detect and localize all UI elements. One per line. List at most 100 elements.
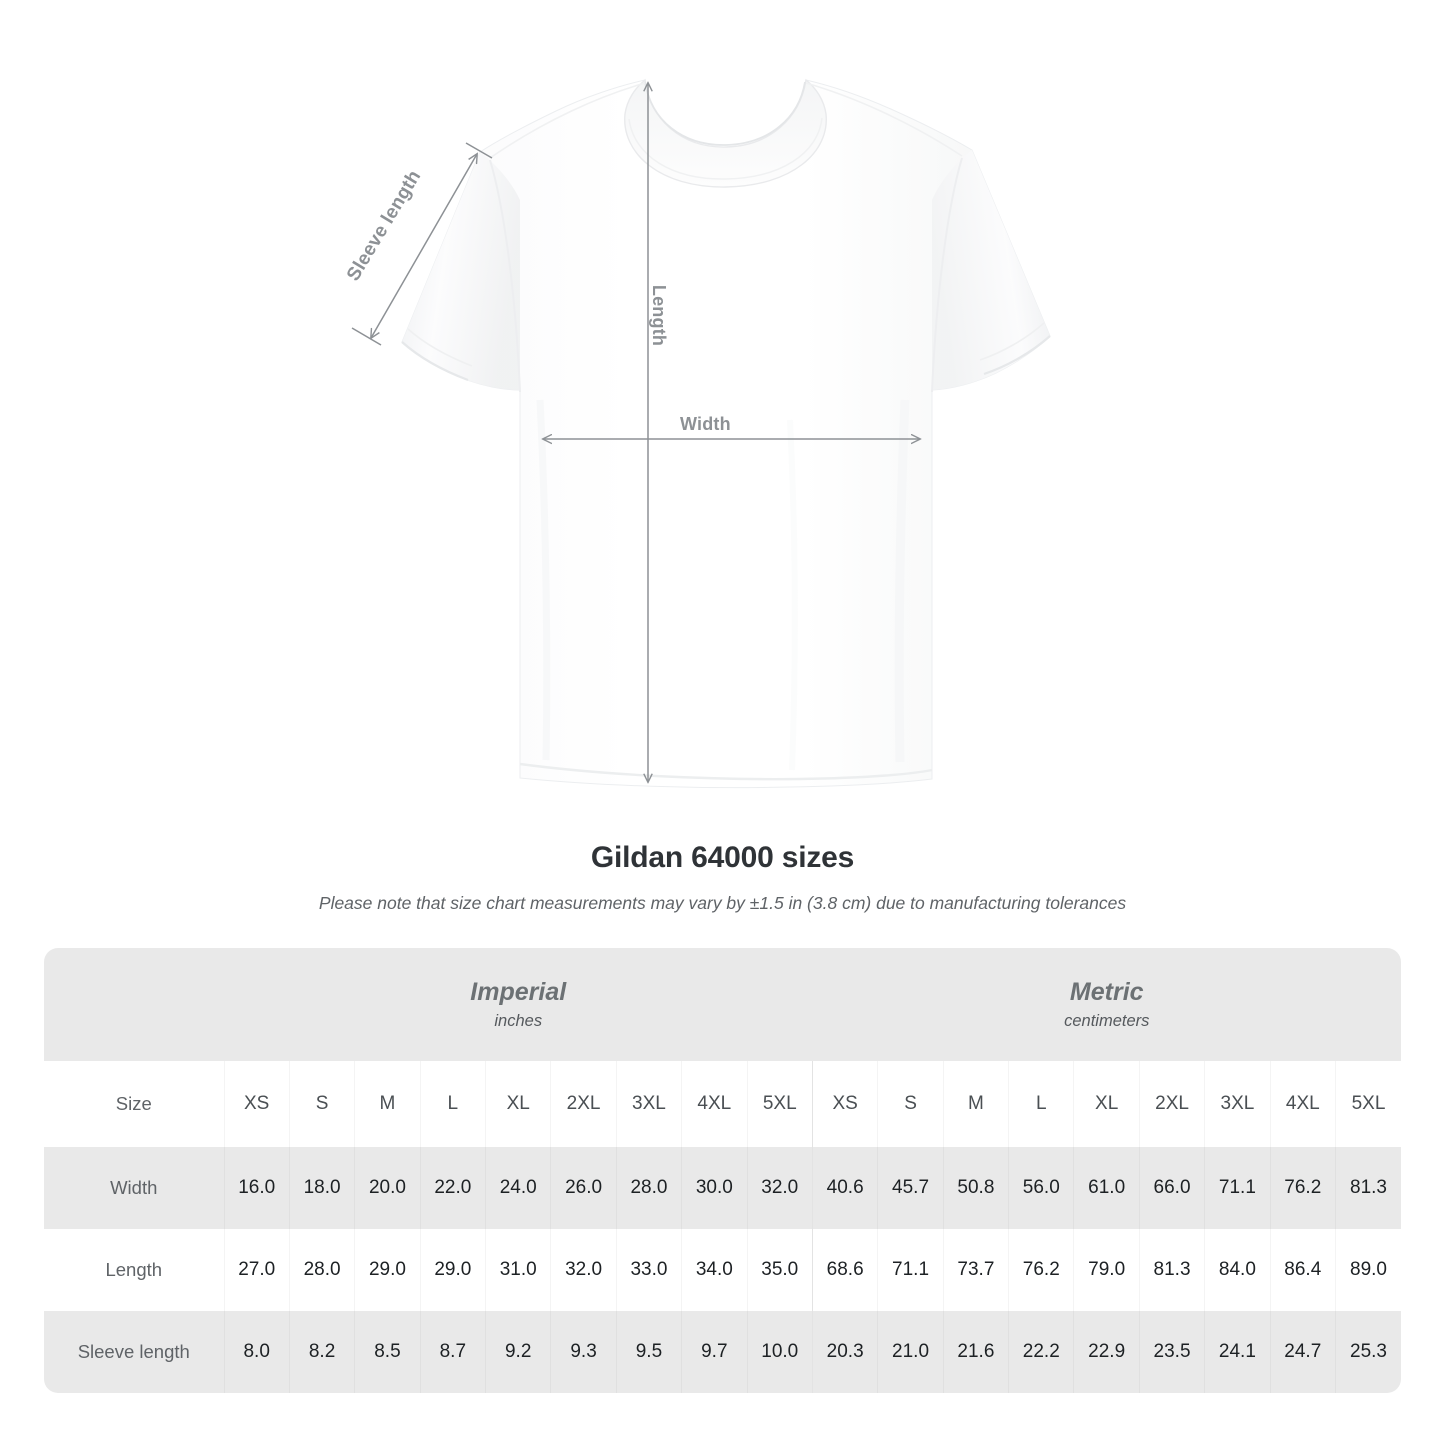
cell-length-metric-m: 73.7 [942,1229,1009,1311]
size-header-3xl-imperial: 3XL [615,1061,682,1147]
unit-banner-imperial: Imperial inches [224,948,813,1061]
unit-name: Metric [1069,977,1144,1006]
cell-width-imperial-xl: 24.0 [484,1147,551,1229]
bottom-hem [519,762,933,781]
cell-width-imperial-2xl: 26.0 [550,1147,617,1229]
cell-length-imperial-s: 28.0 [288,1229,355,1311]
table-row: Length 27.0 28.0 29.0 29.0 31.0 32.0 33.0 34.0 35… [44,1229,1401,1311]
cell-width-imperial-4xl: 30.0 [681,1147,747,1229]
cell-length-imperial-xl: 31.0 [484,1229,551,1311]
cell-width-imperial-3xl: 28.0 [615,1147,682,1229]
size-header-l-imperial: L [419,1061,486,1147]
cell-length-imperial-l: 29.0 [419,1229,486,1311]
cell-length-imperial-m: 29.0 [354,1229,421,1311]
sleeve-tick-bottom [351,327,382,346]
cell-sleeve-length-imperial-5xl: 10.0 [746,1311,813,1393]
cell-sleeve-length-metric-2xl: 23.5 [1138,1311,1205,1393]
table-row: Width 16.0 18.0 20.0 22.0 24.0 26.0 28.0 30.0 32.… [44,1147,1401,1229]
left-shoulder-seam [489,82,646,159]
collar-stitch [628,117,823,180]
unit-name: Imperial [470,977,567,1006]
size-header-xl-metric: XL [1073,1061,1140,1147]
cell-width-metric-xs: 40.6 [811,1147,878,1229]
body-fold-left [536,399,551,761]
cell-length-imperial-5xl: 35.0 [746,1229,813,1311]
cell-length-imperial-4xl: 34.0 [681,1229,747,1311]
unit-banner-spacer [44,948,224,1061]
size-header-m-imperial: M [354,1061,421,1147]
tolerance-note: Please note that size chart measurements… [318,893,1127,913]
cell-sleeve-length-metric-s: 21.0 [877,1311,944,1393]
cell-sleeve-length-metric-m: 21.6 [942,1311,1009,1393]
cell-width-metric-3xl: 71.1 [1204,1147,1271,1229]
size-header-l-metric: L [1008,1061,1074,1147]
collar-outer [624,78,827,188]
size-header-2xl-metric: 2XL [1138,1061,1205,1147]
cell-width-imperial-l: 22.0 [419,1147,486,1229]
row-label-sleeve-length: Sleeve length [44,1311,224,1393]
size-header-s-imperial: S [288,1061,355,1147]
cell-sleeve-length-imperial-m: 8.5 [354,1311,421,1393]
row-label-size: Size [44,1061,224,1147]
right-armhole-seam [931,157,963,393]
cell-width-metric-xl: 61.0 [1073,1147,1140,1229]
cell-width-imperial-5xl: 32.0 [746,1147,813,1229]
cell-width-metric-2xl: 66.0 [1138,1147,1205,1229]
cell-sleeve-length-metric-3xl: 24.1 [1204,1311,1271,1393]
cell-width-imperial-xs: 16.0 [223,1147,290,1229]
size-header-5xl-metric: 5XL [1334,1061,1401,1147]
cell-sleeve-length-metric-5xl: 25.3 [1334,1311,1401,1393]
size-header-s-metric: S [877,1061,944,1147]
cell-width-metric-s: 45.7 [877,1147,944,1229]
cell-length-imperial-3xl: 33.0 [615,1229,682,1311]
size-chart-table: Imperial inches Metric centimeters Size XS S M L… [44,948,1401,1393]
size-header-xs-metric: XS [811,1061,878,1147]
cell-sleeve-length-imperial-s: 8.2 [288,1311,355,1393]
row-label-length: Length [44,1229,224,1311]
sleeve-length-dimension [351,142,493,346]
cell-sleeve-length-imperial-2xl: 9.3 [550,1311,617,1393]
table-row: Sleeve length 8.0 8.2 8.5 8.7 9.2 9.3 9.5 9.7 10.… [44,1311,1401,1393]
cell-length-metric-s: 71.1 [877,1229,944,1311]
cell-length-imperial-2xl: 32.0 [550,1229,617,1311]
size-header-m-metric: M [942,1061,1009,1147]
cell-length-metric-xs: 68.6 [811,1229,878,1311]
cell-sleeve-length-metric-xl: 22.9 [1073,1311,1140,1393]
unit-sub: centimeters [1064,1011,1150,1030]
cell-length-imperial-xs: 27.0 [223,1229,290,1311]
cell-width-metric-l: 56.0 [1008,1147,1074,1229]
size-header-5xl-imperial: 5XL [746,1061,813,1147]
cell-sleeve-length-imperial-3xl: 9.5 [615,1311,682,1393]
size-header-3xl-metric: 3XL [1204,1061,1271,1147]
size-header-xl-imperial: XL [484,1061,551,1147]
sleeve-length-arrow [371,154,477,338]
body-fold-center [787,419,798,771]
size-chart-table-wrap: Imperial inches Metric centimeters Size XS S M L… [44,948,1401,1393]
cell-sleeve-length-metric-l: 22.2 [1008,1311,1074,1393]
collar-inner-edge [644,81,806,146]
left-sleeve-hem [401,341,469,382]
cell-width-imperial-m: 20.0 [354,1147,421,1229]
size-header-xs-imperial: XS [223,1061,290,1147]
right-shoulder-seam [805,82,963,157]
cell-length-metric-3xl: 84.0 [1204,1229,1271,1311]
unit-sub: inches [494,1011,543,1030]
width-label: Width [680,414,731,434]
row-label-width: Width [44,1147,224,1229]
cell-length-metric-2xl: 81.3 [1138,1229,1205,1311]
right-sleeve-hem-inner [979,322,1045,361]
cell-length-metric-4xl: 86.4 [1269,1229,1336,1311]
cell-sleeve-length-imperial-l: 8.7 [419,1311,486,1393]
size-header-4xl-metric: 4XL [1269,1061,1336,1147]
size-header-2xl-imperial: 2XL [550,1061,617,1147]
title-block: Gildan 64000 sizes Please note that size… [0,838,1445,914]
unit-banner-metric: Metric centimeters [812,948,1401,1061]
right-sleeve-shade [932,150,1050,390]
cell-width-metric-m: 50.8 [942,1147,1009,1229]
body-fold-right [894,399,910,763]
size-header-4xl-imperial: 4XL [681,1061,747,1147]
tshirt-illustration [351,78,1051,789]
page-title: Gildan 64000 sizes [590,841,855,874]
cell-length-metric-5xl: 89.0 [1334,1229,1401,1311]
cell-length-metric-l: 76.2 [1008,1229,1074,1311]
